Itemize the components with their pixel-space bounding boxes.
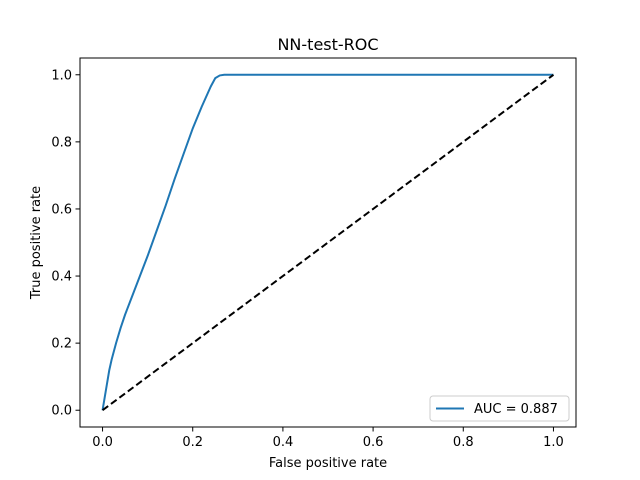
x-tick-label: 0.8 xyxy=(453,435,474,450)
legend-label: AUC = 0.887 xyxy=(474,402,558,417)
y-axis-label: True positive rate xyxy=(29,186,44,300)
plot-area xyxy=(79,57,577,428)
x-axis: 0.0 0.2 0.4 0.6 0.8 1.0 xyxy=(92,427,564,450)
x-tick-label: 0.2 xyxy=(182,435,203,450)
y-tick-label: 0.0 xyxy=(51,404,72,419)
chance-diagonal-line xyxy=(101,73,555,412)
y-tick-label: 1.0 xyxy=(51,68,72,83)
y-tick-label: 0.8 xyxy=(51,135,72,150)
y-tick-label: 0.6 xyxy=(51,202,72,217)
x-tick-label: 0.0 xyxy=(92,435,113,450)
x-tick-label: 1.0 xyxy=(543,435,564,450)
y-tick-label: 0.2 xyxy=(51,337,72,352)
chart-title: NN-test-ROC xyxy=(277,35,378,54)
x-tick-label: 0.4 xyxy=(273,435,294,450)
plot-frame xyxy=(79,57,577,428)
x-tick-label: 0.6 xyxy=(363,435,384,450)
legend-box xyxy=(429,395,570,422)
y-tick-label: 0.4 xyxy=(51,270,72,285)
roc-curve-line xyxy=(101,73,554,411)
series-layer xyxy=(101,73,555,412)
x-axis-label: False positive rate xyxy=(269,456,387,471)
legend: AUC = 0.887 xyxy=(429,395,570,422)
y-axis: 0.0 0.2 0.4 0.6 0.8 1.0 xyxy=(51,68,80,419)
